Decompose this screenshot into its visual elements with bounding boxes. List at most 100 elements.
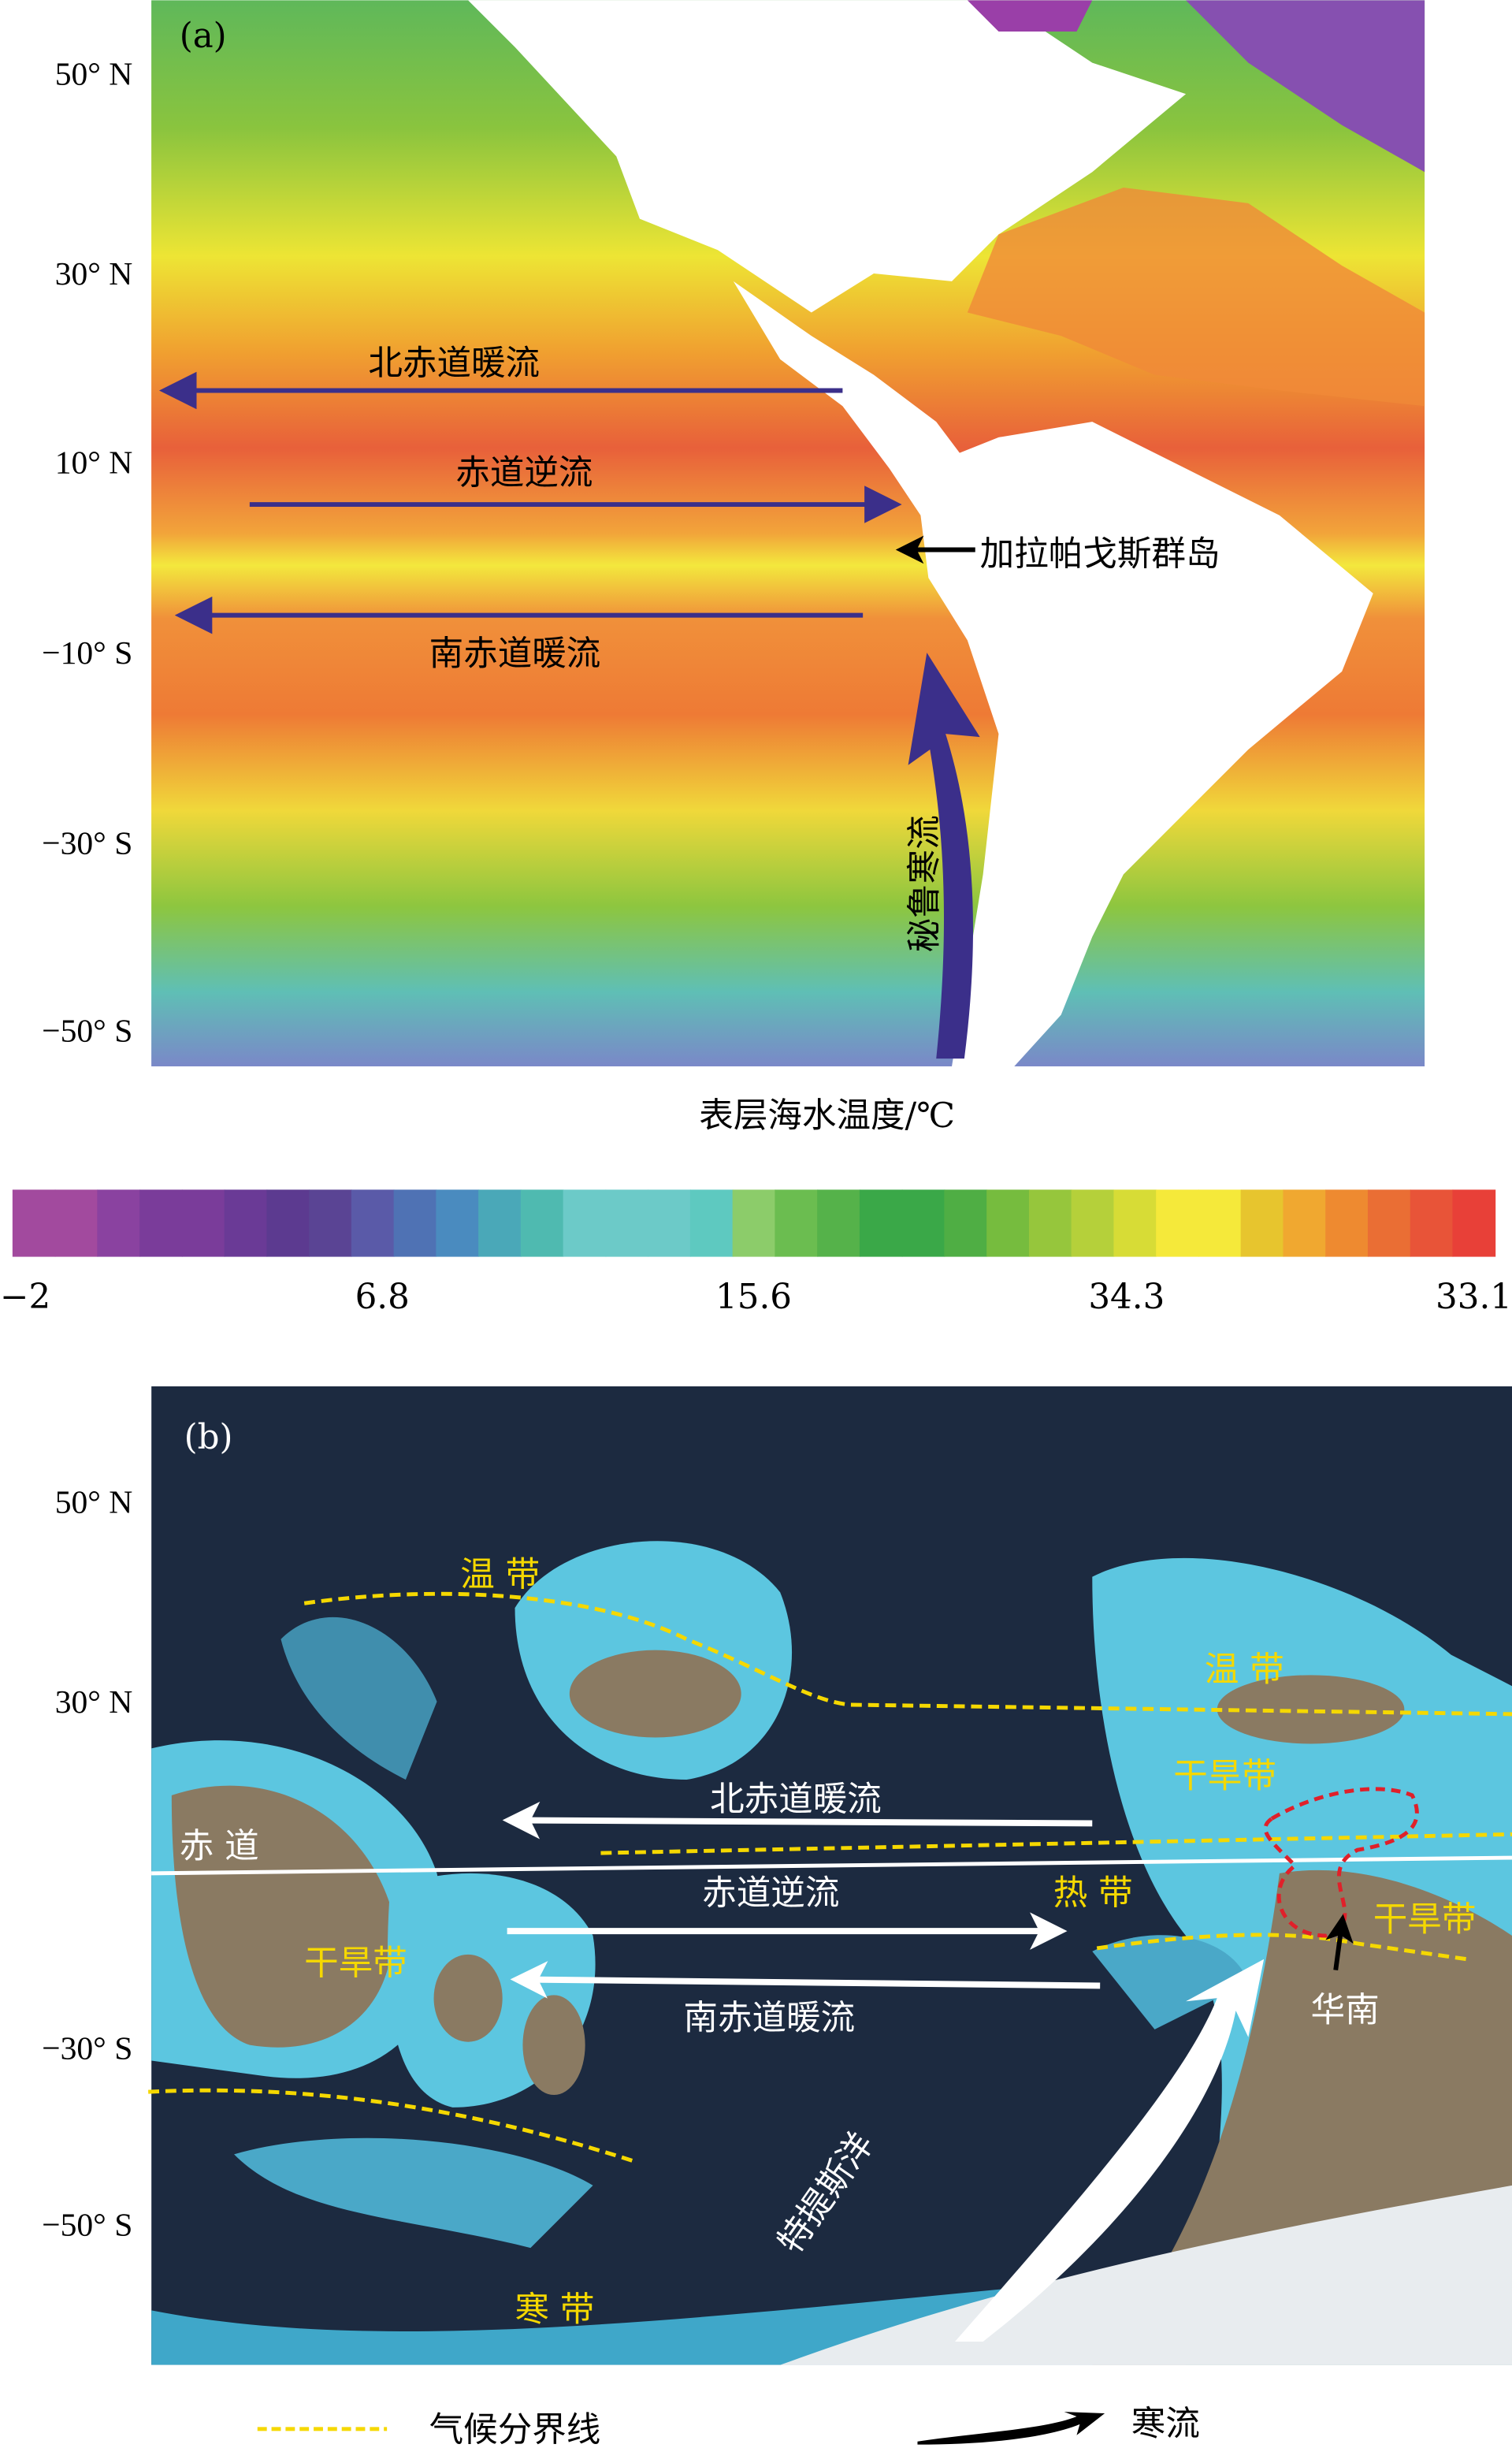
landmass	[522, 1995, 585, 2096]
colorbar-segment	[563, 1189, 607, 1257]
colorbar-segment	[436, 1189, 480, 1257]
colorbar-segment	[12, 1189, 56, 1257]
zone-label: 温 带	[460, 1555, 540, 1594]
colorbar-segment	[732, 1189, 776, 1257]
panel-b: (b) 50° N 30° N −30° S −50° S 赤 道 北赤道暖流 …	[42, 1386, 1512, 2365]
colorbar-segment	[1283, 1189, 1327, 1257]
colorbar-segment	[859, 1189, 903, 1257]
current-arrow	[502, 1801, 1093, 1840]
gulf-warm	[967, 188, 1425, 407]
legend-label: 寒流	[1131, 2405, 1200, 2444]
colorbar-segment	[1071, 1189, 1115, 1257]
colorbar-segment	[605, 1189, 649, 1257]
zone-label: 热 带	[1053, 1873, 1133, 1913]
shelf	[1092, 1935, 1249, 2029]
colorbar-segment	[648, 1189, 691, 1257]
zone-label: 寒 带	[515, 2290, 595, 2330]
south-america	[733, 281, 1373, 1066]
colorbar-segment	[351, 1189, 395, 1257]
zone-label: 温 带	[1205, 1650, 1284, 1690]
cold-current	[955, 1959, 1265, 2342]
colorbar-tick: −2	[0, 1278, 50, 1317]
current-label: 赤道逆流	[455, 453, 593, 493]
peru-current	[908, 653, 980, 1059]
boundary-line	[148, 2088, 637, 2164]
cold-sea	[967, 0, 1093, 32]
colorbar-tick: 6.8	[355, 1278, 410, 1317]
lat-label: 30° N	[55, 255, 133, 292]
colorbar-segment	[139, 1189, 183, 1257]
landmass	[171, 1785, 393, 2048]
colorbar-segment	[393, 1189, 437, 1257]
legend: 气候分界线 寒流	[257, 2405, 1200, 2448]
lat-label: 50° N	[55, 55, 133, 91]
colorbar-title: 表层海水温度/℃	[699, 1096, 955, 1136]
shelf	[234, 2137, 593, 2249]
lat-label: 10° N	[55, 444, 133, 480]
colorbar-segment	[1452, 1189, 1496, 1257]
equator-label: 赤 道	[180, 1827, 259, 1866]
equator-line	[151, 1855, 1512, 1876]
north-america	[468, 0, 1187, 313]
colorbar-tick: 34.3	[1088, 1278, 1165, 1317]
region-label: 华南	[1311, 1991, 1380, 2030]
colorbar-segment	[224, 1189, 268, 1257]
current-label: 南赤道暖流	[429, 634, 601, 674]
ice	[780, 2185, 1512, 2365]
lat-label: −10° S	[42, 634, 132, 671]
colorbar-segment	[1410, 1189, 1454, 1257]
lat-label: −50° S	[42, 2206, 132, 2242]
island-label: 加拉帕戈斯群岛	[980, 534, 1220, 574]
colorbar-segment	[181, 1189, 225, 1257]
colorbar-tick: 33.1	[1436, 1278, 1512, 1317]
lat-label: 30° N	[55, 1683, 133, 1720]
colorbar-segment	[266, 1189, 310, 1257]
current-label: 北赤道暖流	[368, 344, 540, 384]
colorbar-segment	[1156, 1189, 1199, 1257]
landmass	[569, 1650, 741, 1738]
colorbar-segment	[817, 1189, 860, 1257]
colorbar-segment	[775, 1189, 819, 1257]
colorbar-segment	[986, 1189, 1030, 1257]
colorbar	[12, 1189, 1496, 1257]
current-label: 北赤道暖流	[710, 1780, 882, 1820]
colorbar-segment	[1240, 1189, 1284, 1257]
colorbar-segment	[1325, 1189, 1369, 1257]
shelf	[280, 1616, 437, 1780]
current-label: 秘鲁寒流	[905, 815, 945, 952]
pointer-arrow	[1325, 1914, 1354, 1971]
zone-label: 干旱带	[1373, 1900, 1477, 1940]
colorbar-segment	[1113, 1189, 1157, 1257]
lat-label: 50° N	[55, 1483, 133, 1520]
legend-label: 气候分界线	[429, 2411, 601, 2448]
lat-label: −30° S	[42, 2030, 132, 2067]
boundary-line	[600, 1832, 1512, 1855]
colorbar-segment	[478, 1189, 522, 1257]
current-label: 赤道逆流	[702, 1873, 839, 1913]
panel-label: (b)	[184, 1418, 233, 1457]
colorbar-segment	[689, 1189, 734, 1257]
current-label: 南赤道暖流	[683, 1999, 855, 2038]
colorbar-segment	[1028, 1189, 1072, 1257]
colorbar-segment	[520, 1189, 564, 1257]
zone-label: 干旱带	[304, 1944, 407, 1984]
lat-label: −30° S	[42, 825, 132, 861]
lat-label: −50° S	[42, 1012, 132, 1048]
colorbar-segment	[1198, 1189, 1242, 1257]
cold-sea	[1186, 0, 1425, 173]
colorbar-segment	[944, 1189, 988, 1257]
current-arrow	[510, 1961, 1101, 1999]
panel-a: (a) 50° N 30° N 10° N −10° S −30° S −50°…	[0, 0, 1512, 1317]
colorbar-segment	[901, 1189, 945, 1257]
legend-swatch	[917, 2412, 1105, 2445]
colorbar-segment	[97, 1189, 141, 1257]
landmass	[433, 1954, 503, 2042]
colorbar-segment	[1367, 1189, 1411, 1257]
landmass	[1217, 1675, 1405, 1744]
zone-label: 干旱带	[1173, 1757, 1276, 1796]
colorbar-segment	[309, 1189, 352, 1257]
panel-label: (a)	[180, 17, 227, 56]
boundary-line	[303, 1591, 1512, 1717]
